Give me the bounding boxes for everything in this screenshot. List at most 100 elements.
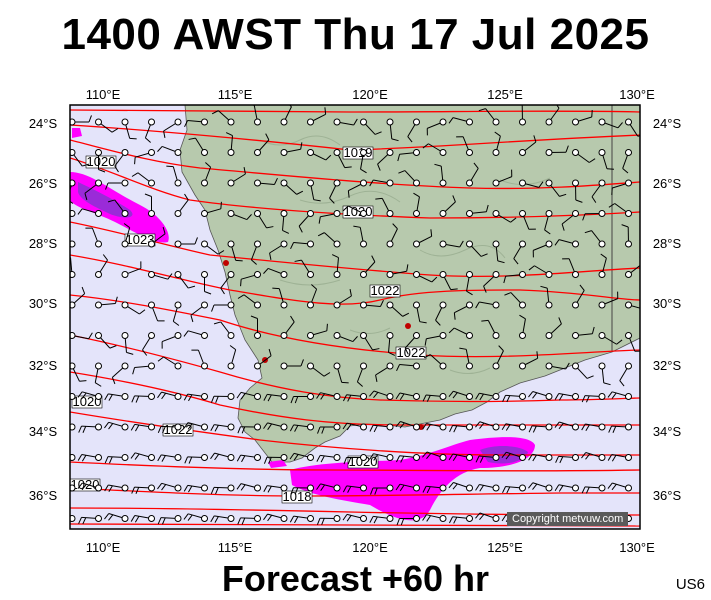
wind-station [174, 515, 182, 522]
wind-station [227, 515, 235, 522]
wind-barb-feather [532, 454, 537, 462]
wind-barb-feather [375, 197, 383, 200]
wind-station [201, 332, 208, 339]
wind-station [466, 454, 473, 461]
precip-area [290, 437, 535, 521]
wind-barb-feather [637, 135, 640, 137]
wind-station [201, 484, 208, 492]
wind-station [545, 179, 553, 187]
wind-barb-feather [528, 265, 535, 271]
wind-station [466, 149, 473, 156]
wind-station [360, 454, 367, 461]
wind-station [386, 118, 394, 126]
wind-station [466, 271, 473, 278]
wind-station [625, 362, 632, 370]
wind-station [413, 362, 420, 370]
wind-barb-feather [157, 426, 162, 434]
wind-station [625, 240, 632, 248]
wind-barb-feather [104, 484, 109, 492]
wind-barb-feather [342, 205, 349, 212]
wind-barb-feather [379, 299, 384, 307]
wind-station [545, 332, 553, 339]
lon-label: 125°E [487, 540, 523, 555]
wind-station [70, 362, 76, 370]
wind-station [121, 362, 129, 370]
lat-label: 32°S [653, 358, 682, 373]
wind-station [598, 484, 606, 492]
wind-barb-feather [347, 457, 352, 465]
wind-barb-feather [142, 349, 148, 356]
wind-barb-feather [494, 131, 501, 137]
wind-station [95, 423, 102, 431]
wind-barb-feather [353, 118, 358, 126]
wind-barb-feather [449, 425, 454, 433]
wind-barb-feather [298, 225, 303, 233]
wind-station [545, 271, 553, 278]
wind-station [148, 149, 155, 156]
wind-station [307, 271, 314, 278]
wind-station [280, 332, 288, 339]
wind-barb-feather [263, 422, 268, 429]
wind-station [333, 118, 341, 126]
wind-barb-feather [296, 190, 304, 195]
wind-barb-feather [377, 163, 381, 171]
wind-barb-feather [581, 486, 586, 494]
wind-station [254, 149, 261, 156]
wind-station [545, 362, 553, 370]
wind-barb-feather [282, 229, 290, 234]
wind-station [148, 393, 155, 400]
lat-label: 28°S [653, 236, 682, 251]
wind-station [148, 301, 155, 309]
wind-station [307, 149, 314, 156]
wind-barb-feather [581, 423, 586, 431]
wind-station [625, 454, 632, 461]
wind-barb-feather [399, 484, 405, 492]
wind-barb-feather [341, 381, 349, 384]
wind-station [201, 301, 208, 309]
wind-barb-feather [611, 483, 617, 491]
wind-barb-feather [528, 482, 534, 489]
wind-barb-feather [369, 424, 374, 432]
wind-barb-feather [453, 425, 458, 433]
wind-barb-feather [375, 374, 378, 382]
wind-barb-feather [584, 230, 592, 234]
wind-station [439, 362, 447, 370]
wind-barb-feather [501, 423, 507, 430]
wind-barb-feather [114, 165, 119, 173]
wind-station [307, 240, 314, 248]
wind-barb-feather [214, 424, 219, 432]
wind-station [70, 332, 76, 339]
wind-station [333, 332, 341, 339]
wind-station [492, 423, 500, 431]
wind-station [280, 179, 288, 187]
wind-station [466, 332, 473, 339]
lon-label: 110°E [86, 87, 121, 102]
wind-station [360, 484, 367, 492]
wind-station [545, 118, 553, 126]
wind-station [174, 240, 182, 248]
isobar-labels: 1020 1019 1020 1023 1022 1022 1020 1022 … [70, 145, 427, 504]
wind-station [227, 210, 235, 217]
wind-station [121, 484, 129, 492]
wind-station [466, 210, 473, 217]
wind-barb-feather [448, 327, 455, 334]
wind-barb-feather [475, 392, 480, 400]
wind-barb-feather [342, 485, 348, 493]
wind-barb-feather [131, 486, 135, 494]
wind-barb-feather [607, 391, 613, 398]
wind-barb-feather [404, 347, 409, 355]
wind-barb-feather [266, 226, 274, 229]
wind-barb-feather [263, 457, 268, 464]
wind-barb-feather [585, 486, 590, 494]
wind-barb-feather [56, 396, 59, 402]
wind-barb-feather [555, 456, 559, 463]
wind-barb-feather [369, 179, 374, 187]
wind-barb-feather [104, 393, 109, 401]
wind-station [280, 484, 288, 492]
wind-barb-feather [111, 128, 119, 133]
wind-station [95, 515, 102, 522]
wind-barb-feather [430, 229, 433, 237]
wind-station [254, 423, 261, 431]
wind-barb-feather [217, 250, 225, 255]
wind-barb-feather [372, 348, 380, 351]
